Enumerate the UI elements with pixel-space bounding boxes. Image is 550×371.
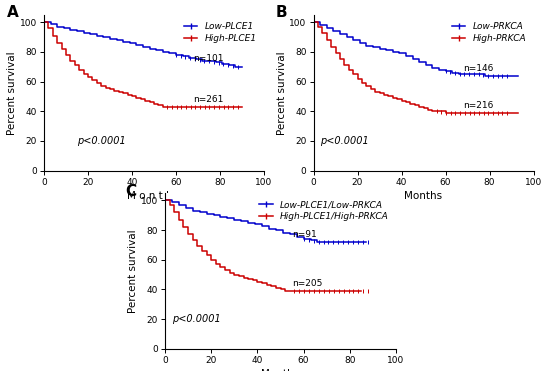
Text: C: C xyxy=(126,184,137,198)
Legend: Low-PRKCA, High-PRKCA: Low-PRKCA, High-PRKCA xyxy=(449,19,529,46)
Text: p<0.0001: p<0.0001 xyxy=(77,136,126,146)
Legend: Low-PLCE1, High-PLCE1: Low-PLCE1, High-PLCE1 xyxy=(181,19,260,46)
X-axis label: Months: Months xyxy=(261,369,300,371)
Text: p<0.0001: p<0.0001 xyxy=(320,136,369,146)
Y-axis label: Percent survival: Percent survival xyxy=(277,51,287,135)
Legend: Low-PLCE1/Low-PRKCA, High-PLCE1/High-PRKCA: Low-PLCE1/Low-PRKCA, High-PLCE1/High-PRK… xyxy=(256,197,392,224)
X-axis label: M o n t h s: M o n t h s xyxy=(127,191,181,201)
X-axis label: Months: Months xyxy=(404,191,443,201)
Y-axis label: Percent survival: Percent survival xyxy=(128,229,138,313)
Text: n=146: n=146 xyxy=(463,64,493,73)
Text: A: A xyxy=(7,6,18,20)
Text: n=261: n=261 xyxy=(194,95,224,104)
Text: n=91: n=91 xyxy=(292,230,317,239)
Text: n=216: n=216 xyxy=(463,101,493,110)
Text: p<0.0001: p<0.0001 xyxy=(172,314,221,324)
Text: n=101: n=101 xyxy=(194,54,224,63)
Text: n=205: n=205 xyxy=(292,279,322,288)
Text: B: B xyxy=(276,6,288,20)
Y-axis label: Percent survival: Percent survival xyxy=(7,51,17,135)
